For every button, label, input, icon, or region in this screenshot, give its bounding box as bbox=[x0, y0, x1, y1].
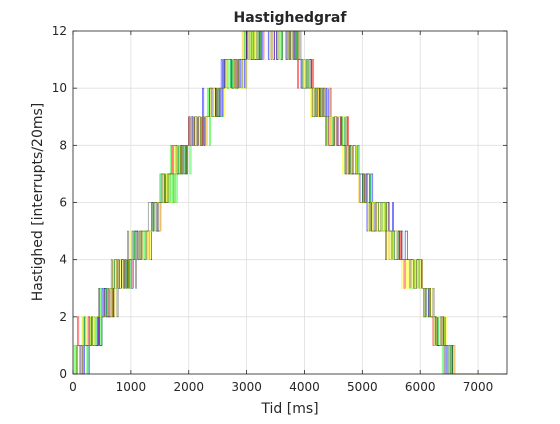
axis-ticks: 0 1000 2000 3000 4000 5000 6000 7000 0 2 4 6 8 10 12 bbox=[52, 24, 507, 394]
x-tick-label: 6000 bbox=[405, 380, 436, 394]
x-tick-label: 2000 bbox=[173, 380, 204, 394]
x-tick-label: 3000 bbox=[231, 380, 262, 394]
x-tick-label: 0 bbox=[69, 380, 77, 394]
y-tick-label: 0 bbox=[59, 367, 67, 381]
chart-title: Hastighedgraf bbox=[234, 10, 348, 26]
x-tick-label: 1000 bbox=[116, 380, 147, 394]
y-axis-label: Hastighed [interrupts/20ms] bbox=[30, 103, 46, 302]
y-tick-label: 2 bbox=[59, 310, 67, 324]
x-tick-label: 7000 bbox=[463, 380, 494, 394]
y-tick-label: 6 bbox=[59, 196, 67, 210]
y-tick-label: 4 bbox=[59, 253, 67, 267]
x-tick-label: 4000 bbox=[289, 380, 320, 394]
x-axis-label: Tid [ms] bbox=[260, 401, 318, 417]
y-tick-label: 8 bbox=[59, 138, 67, 152]
y-tick-label: 10 bbox=[52, 81, 67, 95]
x-tick-label: 5000 bbox=[347, 380, 378, 394]
y-tick-label: 12 bbox=[52, 24, 67, 38]
